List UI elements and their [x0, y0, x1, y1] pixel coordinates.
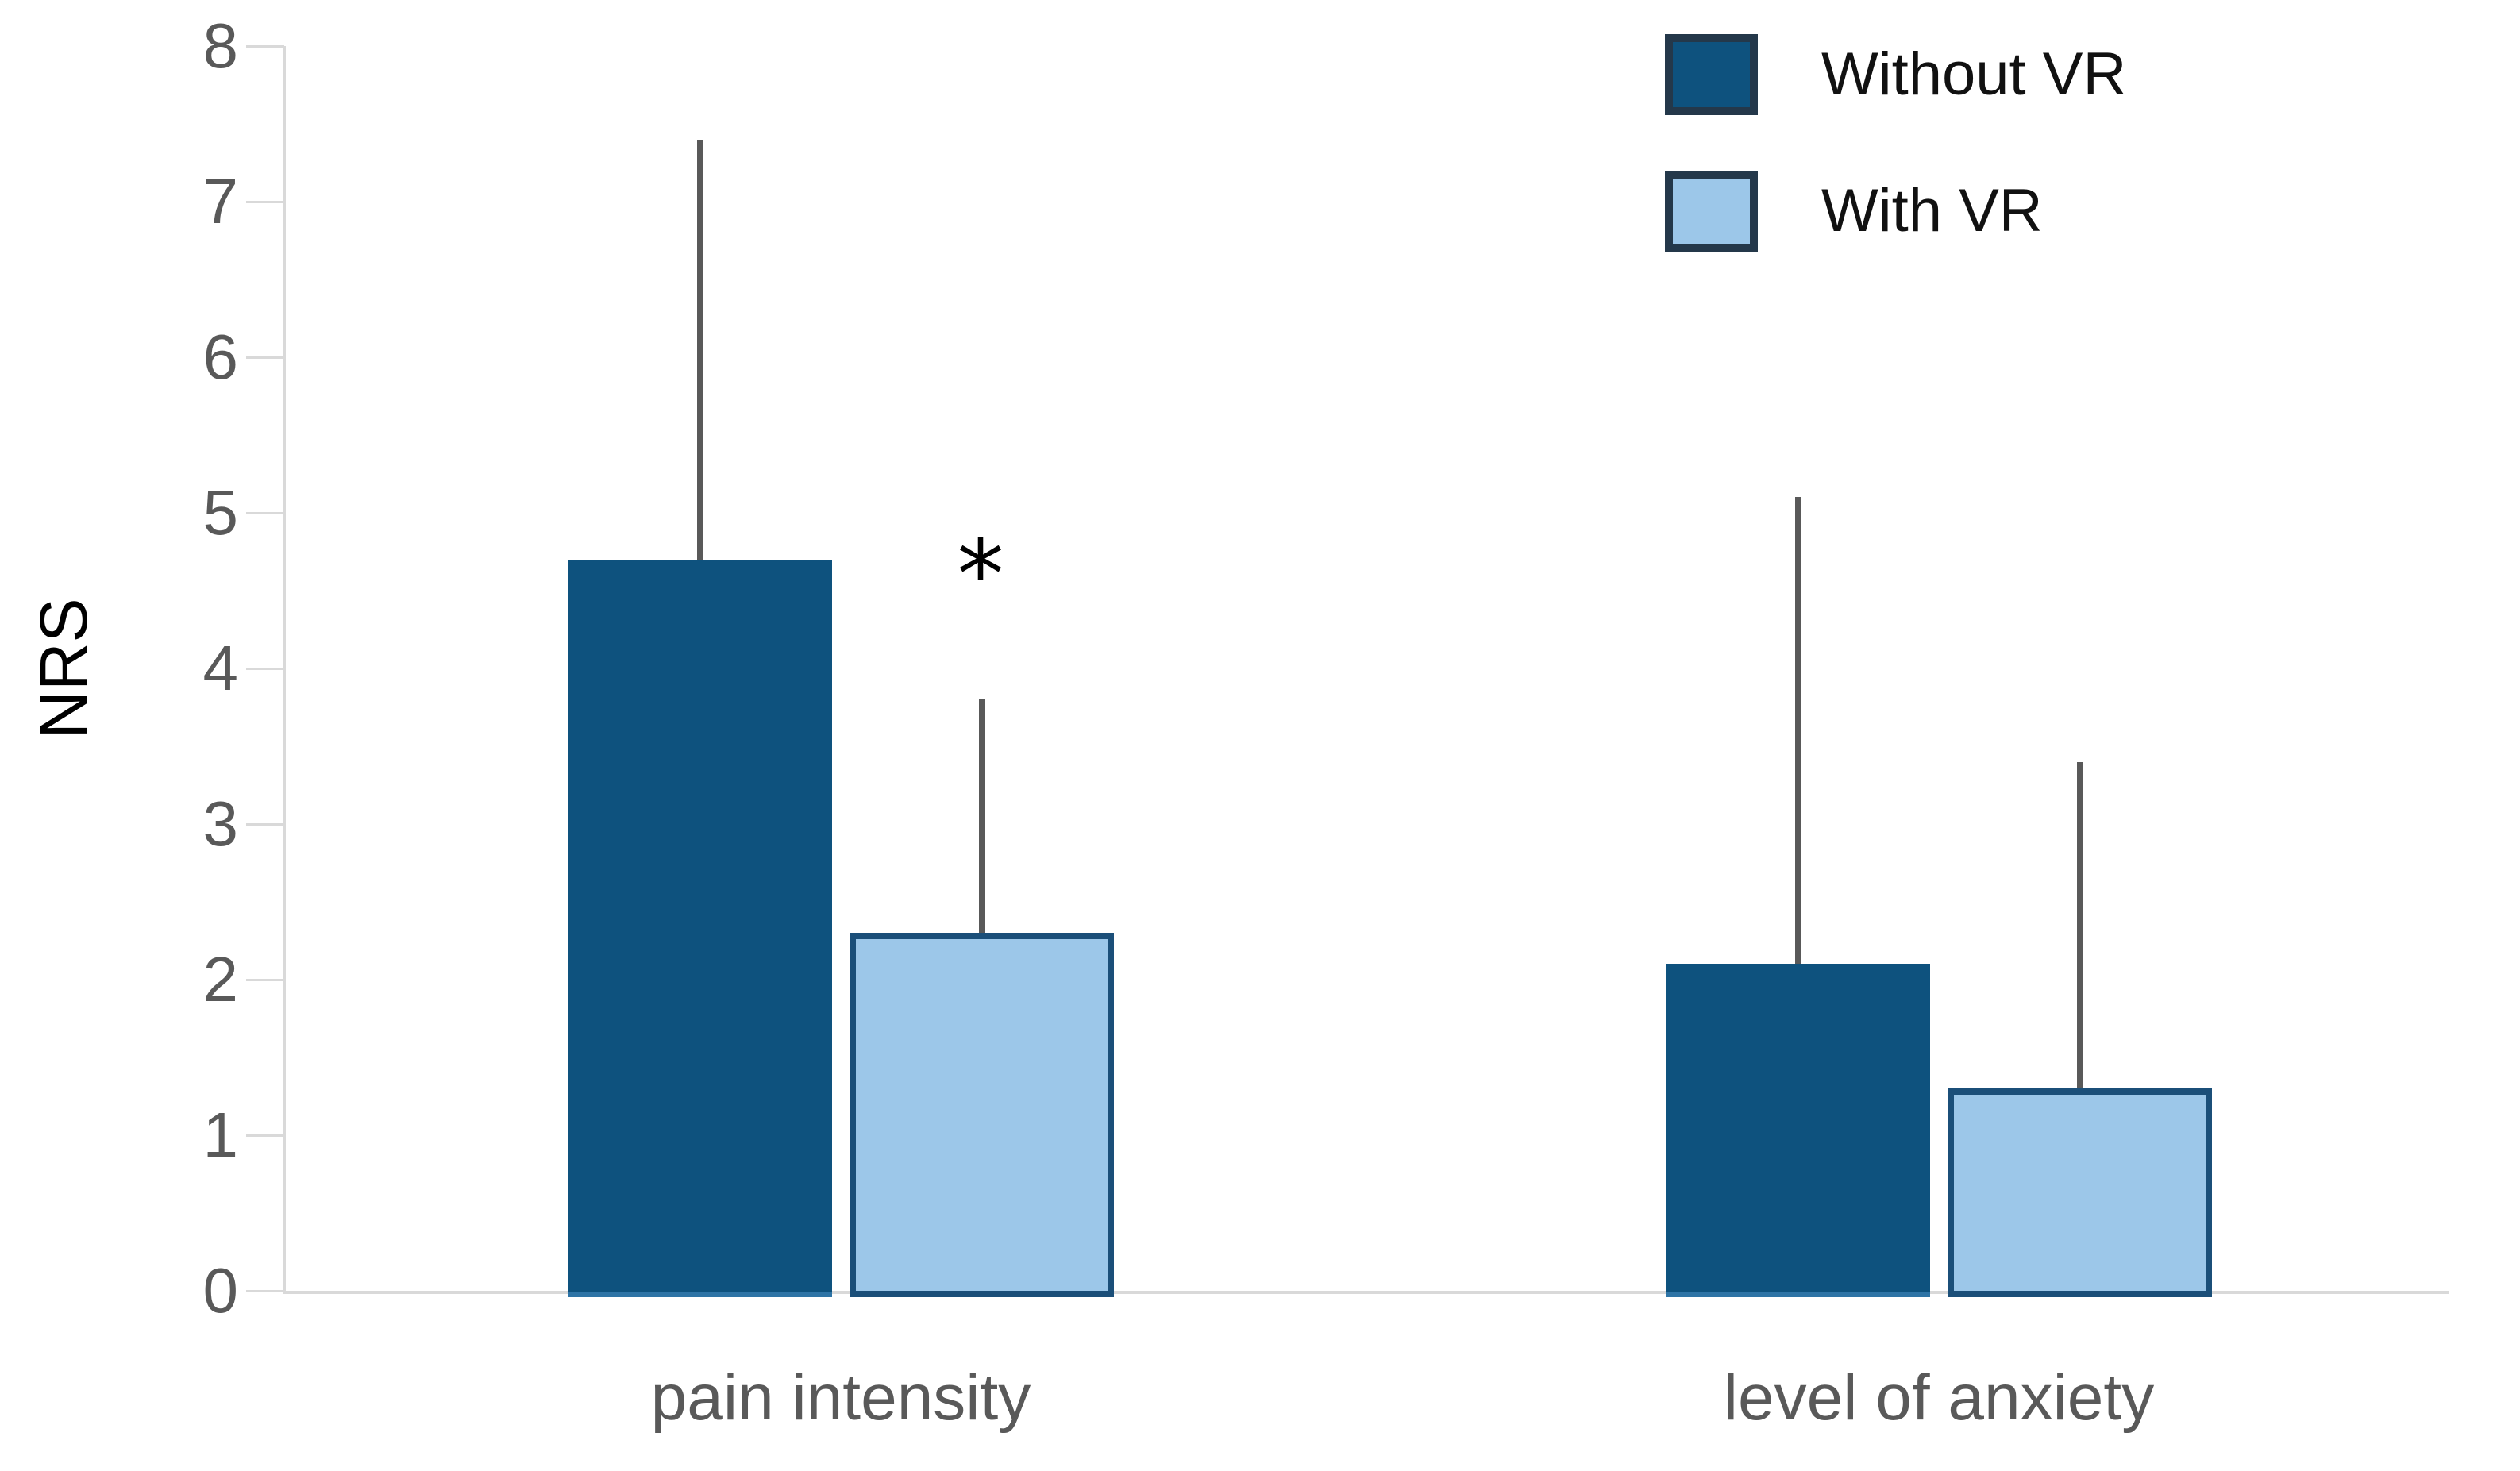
error-bar-with-vr-level-of-anxiety [2076, 761, 2083, 1099]
y-tick-0 [246, 1290, 284, 1292]
y-tick-label-5: 5 [202, 477, 239, 548]
category-label-level-of-anxiety: level of anxiety [1723, 1361, 2155, 1434]
significance-asterisk: * [957, 519, 1004, 629]
bar-with-vr-level-of-anxiety [1948, 1088, 2212, 1297]
bar-without-vr-level-of-anxiety [1666, 964, 1930, 1297]
error-bar-with-vr-pain-intensity [978, 699, 985, 943]
y-tick-label-1: 1 [202, 1099, 239, 1170]
y-tick-label-8: 8 [202, 10, 239, 81]
y-tick-label-3: 3 [202, 788, 239, 859]
bar-with-vr-pain-intensity [850, 933, 1114, 1297]
y-tick-3 [246, 823, 284, 826]
error-bar-without-vr-pain-intensity [696, 139, 703, 569]
y-tick-6 [246, 356, 284, 359]
y-tick-8 [246, 45, 284, 48]
error-bar-without-vr-level-of-anxiety [1794, 497, 1801, 974]
y-tick-7 [246, 201, 284, 203]
y-tick-4 [246, 668, 284, 670]
legend-label-with-vr: With VR [1821, 177, 2043, 245]
x-axis-line [284, 1291, 2449, 1294]
y-axis-line [283, 46, 286, 1294]
y-tick-label-7: 7 [202, 166, 239, 237]
y-tick-label-2: 2 [202, 944, 239, 1015]
legend-swatch-with-vr [1665, 171, 1758, 252]
category-label-pain-intensity: pain intensity [650, 1361, 1031, 1434]
legend-item-without-vr: Without VR [1665, 34, 2126, 115]
y-tick-5 [246, 512, 284, 514]
bar-without-vr-pain-intensity [568, 559, 832, 1297]
y-tick-1 [246, 1134, 284, 1137]
legend-swatch-without-vr [1665, 34, 1758, 115]
legend-item-with-vr: With VR [1665, 171, 2043, 252]
y-tick-label-4: 4 [202, 633, 239, 703]
y-tick-2 [246, 979, 284, 981]
y-tick-label-6: 6 [202, 322, 239, 392]
legend-label-without-vr: Without VR [1821, 40, 2127, 108]
y-tick-label-0: 0 [202, 1255, 239, 1326]
